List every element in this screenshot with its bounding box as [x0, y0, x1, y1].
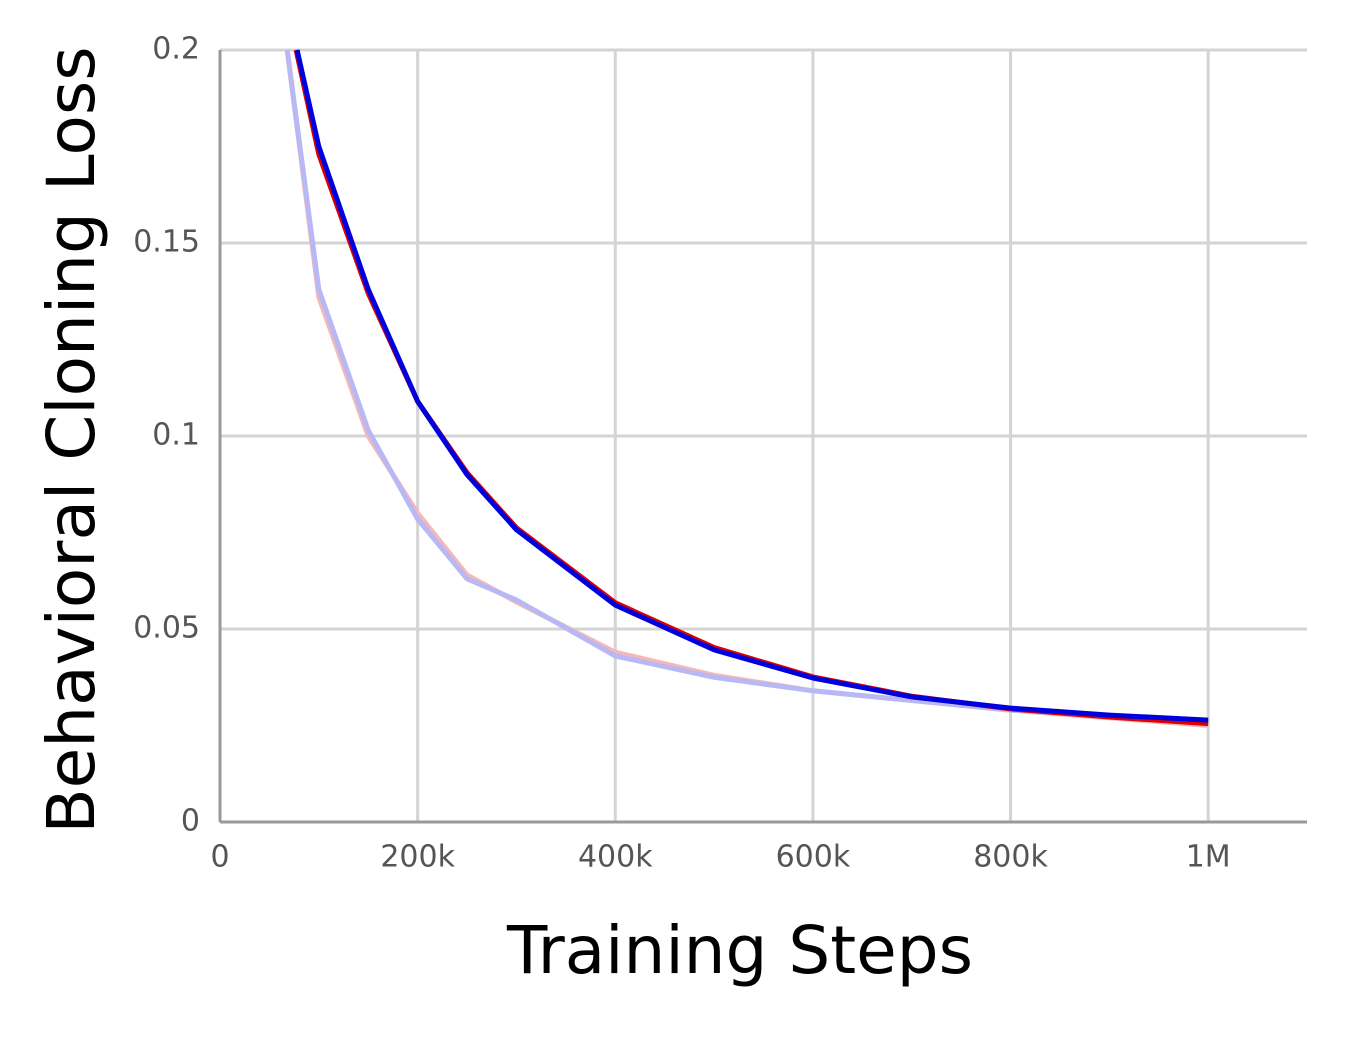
series-line: [293, 49, 1209, 727]
series-line: [284, 49, 1209, 728]
y-axis-label: Behavioral Cloning Loss: [33, 46, 110, 833]
x-axis-label: Training Steps: [506, 912, 973, 989]
y-tick-label: 0.1: [152, 418, 200, 453]
series-line: [284, 49, 1209, 725]
x-tick-label: 800k: [973, 840, 1048, 875]
x-tick-label: 200k: [380, 840, 455, 875]
y-tick-label: 0: [181, 804, 200, 839]
x-tick-label: 0: [210, 840, 229, 875]
x-tick-label: 600k: [776, 840, 851, 875]
x-tick-label: 1M: [1186, 840, 1231, 875]
series-line: [294, 49, 1209, 723]
y-tick-label: 0.2: [152, 32, 200, 67]
y-tick-label: 0.15: [133, 225, 200, 260]
x-tick-label: 400k: [578, 840, 653, 875]
y-tick-label: 0.05: [133, 611, 200, 646]
